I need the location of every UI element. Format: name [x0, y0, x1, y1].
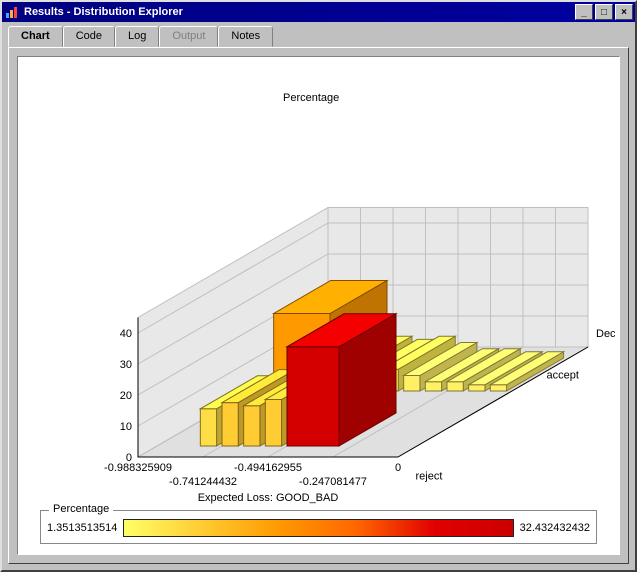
title-bar: Results - Distribution Explorer _ □ × — [2, 2, 635, 22]
svg-text:40: 40 — [120, 328, 132, 340]
svg-text:Expected Loss: GOOD_BAD: Expected Loss: GOOD_BAD — [198, 492, 339, 504]
svg-text:Percentage: Percentage — [283, 92, 339, 104]
chart-frame: 0 10 20 30 40 -0.988325909 -0.741244432 -0.4941… — [17, 56, 620, 555]
svg-text:-0.988325909: -0.988325909 — [104, 462, 172, 474]
svg-text:accept: accept — [547, 370, 579, 382]
tab-log[interactable]: Log — [115, 26, 159, 47]
maximize-button[interactable]: □ — [595, 4, 613, 20]
legend-min: 1.3513513514 — [47, 522, 117, 534]
svg-text:-0.741244432: -0.741244432 — [169, 476, 237, 488]
tab-output: Output — [159, 26, 218, 47]
legend-max: 32.432432432 — [520, 522, 590, 534]
tab-chart[interactable]: Chart — [8, 26, 63, 47]
svg-text:30: 30 — [120, 359, 132, 371]
svg-text:Decision: GOOD_BAD: Decision: GOOD_BAD — [596, 328, 615, 340]
tab-panel-chart: 0 10 20 30 40 -0.988325909 -0.741244432 -0.4941… — [8, 47, 629, 564]
svg-text:-0.247081477: -0.247081477 — [299, 476, 367, 488]
svg-text:-0.494162955: -0.494162955 — [234, 462, 302, 474]
svg-text:reject: reject — [416, 471, 443, 483]
app-window: Results - Distribution Explorer _ □ × Ch… — [0, 0, 637, 572]
tab-bar: ChartCodeLogOutputNotes — [2, 22, 635, 47]
tab-code[interactable]: Code — [63, 26, 115, 47]
svg-text:0: 0 — [395, 462, 401, 474]
legend-group: Percentage 1.3513513514 32.432432432 — [40, 510, 597, 544]
legend-title: Percentage — [49, 503, 113, 515]
minimize-button[interactable]: _ — [575, 4, 593, 20]
chart-3d-bar: 0 10 20 30 40 -0.988325909 -0.741244432 -0.4941… — [18, 57, 615, 537]
svg-text:20: 20 — [120, 390, 132, 402]
svg-text:10: 10 — [120, 421, 132, 433]
legend-gradient — [123, 519, 513, 537]
close-button[interactable]: × — [615, 4, 633, 20]
app-icon — [4, 4, 20, 20]
tab-notes[interactable]: Notes — [218, 26, 273, 47]
window-title: Results - Distribution Explorer — [24, 6, 573, 18]
